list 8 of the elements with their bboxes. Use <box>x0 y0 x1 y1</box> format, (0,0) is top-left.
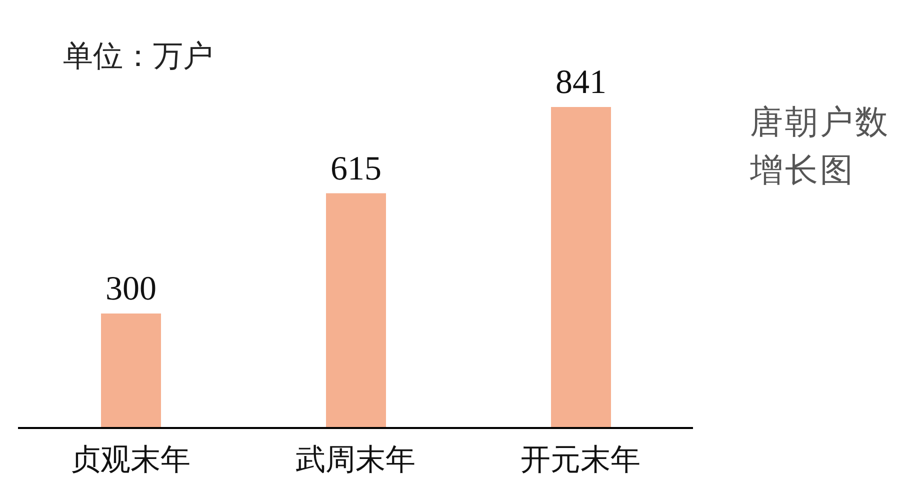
data-label: 300 <box>106 270 156 308</box>
x-tick-label: 贞观末年 <box>70 443 190 476</box>
data-label: 615 <box>330 150 382 188</box>
text: 唐朝户数增长图 <box>750 101 891 191</box>
data-label: 841 <box>556 64 606 101</box>
text: 单位：万户 <box>63 39 213 75</box>
x-tick-label: 武周末年 <box>296 443 416 476</box>
x-tick-label: 开元末年 <box>520 443 640 476</box>
